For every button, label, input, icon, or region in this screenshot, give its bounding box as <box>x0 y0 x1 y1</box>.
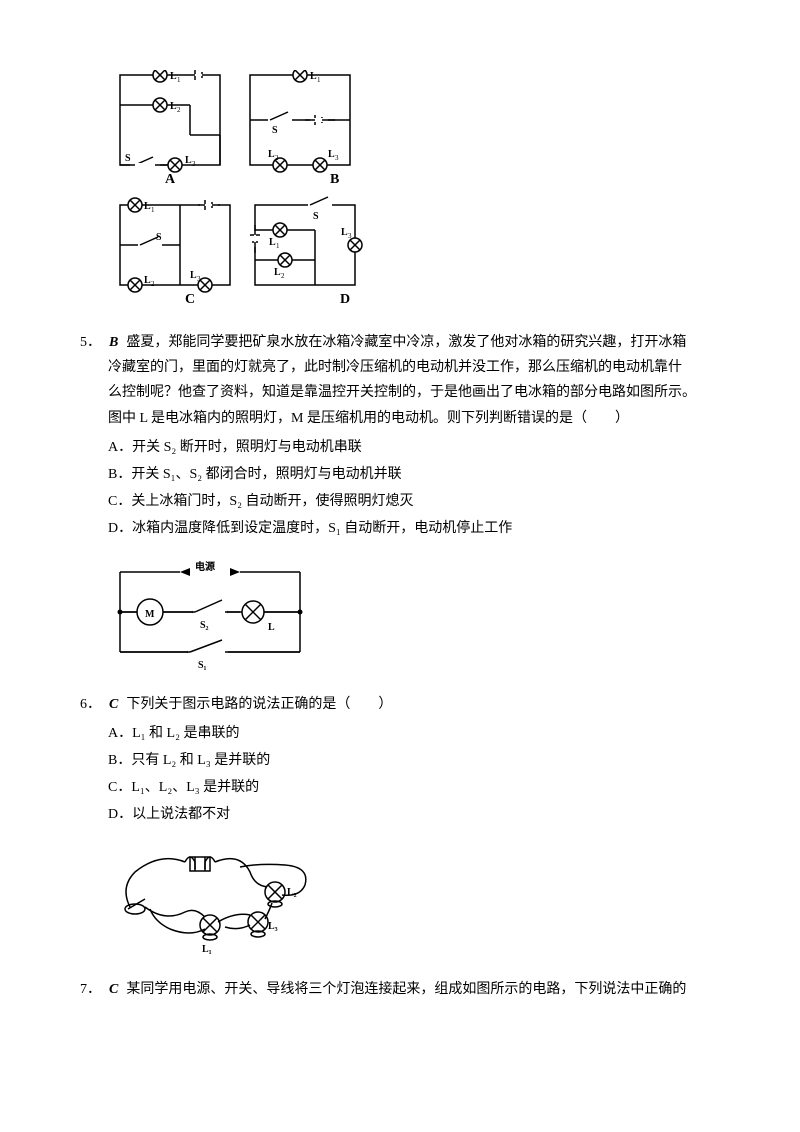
q6-answer: C <box>109 692 118 717</box>
svg-text:3: 3 <box>197 275 201 283</box>
svg-text:L: L <box>310 71 317 82</box>
q6-option-c: C．L₁、L₂、L₃ 是并联的 <box>108 775 720 800</box>
svg-text:L: L <box>185 155 192 166</box>
svg-text:3: 3 <box>335 154 339 162</box>
svg-text:电源: 电源 <box>195 560 215 573</box>
q7-text: 某同学用电源、开关、导线将三个灯泡连接起来，组成如图所示的电路，下列说法中正确的 <box>126 977 720 1002</box>
svg-text:L: L <box>328 149 335 160</box>
svg-text:S: S <box>313 211 319 222</box>
question-6: 6． C 下列关于图示电路的说法正确的是（ ） A．L₁ 和 L₂ 是串联的 B… <box>80 692 720 958</box>
q5-circuit-figure: 电源 M S₂ L S₁ <box>110 552 720 672</box>
svg-text:S: S <box>125 153 131 164</box>
svg-text:B: B <box>330 172 339 187</box>
svg-text:1: 1 <box>276 242 280 250</box>
svg-text:L: L <box>170 71 177 82</box>
q6-option-d: D．以上说法都不对 <box>108 802 720 827</box>
q5-line2: 冷藏室的门，里面的灯就亮了，此时制冷压缩机的电动机并没工作，那么压缩机的电动机靠… <box>108 355 720 380</box>
svg-text:S₂: S₂ <box>200 620 209 631</box>
svg-text:M: M <box>145 609 155 620</box>
circuits-abcd-svg: L1 L2 L3 S A L1 <box>110 70 370 310</box>
question-7: 7． C 某同学用电源、开关、导线将三个灯泡连接起来，组成如图所示的电路，下列说… <box>80 977 720 1002</box>
svg-text:L: L <box>144 275 151 286</box>
q5-line4: 图中 L 是电冰箱内的照明灯，M 是压缩机用的电动机。则下列判断错误的是（ ） <box>108 406 720 431</box>
q6-option-b: B．只有 L₂ 和 L₃ 是并联的 <box>108 748 720 773</box>
q6-circuit-svg: L₁ L₃ L₂ <box>110 837 330 957</box>
svg-text:L: L <box>190 270 197 281</box>
q5-option-d: D．冰箱内温度降低到设定温度时，S₁ 自动断开，电动机停止工作 <box>108 516 720 541</box>
svg-text:S: S <box>156 232 162 243</box>
svg-text:S: S <box>272 125 278 136</box>
svg-text:1: 1 <box>151 206 155 214</box>
svg-text:3: 3 <box>348 232 352 240</box>
q5-line3: 么控制呢？他查了资料，知道是靠温控开关控制的，于是他画出了电冰箱的部分电路如图所… <box>108 380 720 405</box>
svg-text:L: L <box>269 237 276 248</box>
q5-option-b: B．开关 S₁、S₂ 都闭合时，照明灯与电动机并联 <box>108 462 720 487</box>
q5-option-a: A．开关 S₂ 断开时，照明灯与电动机串联 <box>108 435 720 460</box>
top-circuits-figure: L1 L2 L3 S A L1 <box>110 70 720 310</box>
svg-text:L₃: L₃ <box>268 921 278 932</box>
svg-text:L: L <box>274 267 281 278</box>
svg-text:D: D <box>340 292 350 307</box>
q5-option-c: C．关上冰箱门时，S₂ 自动断开，使得照明灯熄灭 <box>108 489 720 514</box>
svg-text:3: 3 <box>192 160 196 168</box>
svg-text:C: C <box>185 292 195 307</box>
svg-text:L: L <box>341 227 348 238</box>
svg-text:L: L <box>268 622 275 633</box>
svg-text:A: A <box>165 172 176 187</box>
q5-circuit-svg: 电源 M S₂ L S₁ <box>110 552 320 672</box>
q6-option-a: A．L₁ 和 L₂ 是串联的 <box>108 721 720 746</box>
svg-text:1: 1 <box>177 76 181 84</box>
svg-text:L: L <box>268 149 275 160</box>
svg-text:1: 1 <box>317 76 321 84</box>
svg-text:L: L <box>144 201 151 212</box>
q7-number: 7． <box>80 977 101 1002</box>
question-5: 5． B 盛夏，郑能同学要把矿泉水放在冰箱冷藏室中冷凉，激发了他对冰箱的研究兴趣… <box>80 330 720 672</box>
svg-text:L: L <box>170 101 177 112</box>
q5-line1: 盛夏，郑能同学要把矿泉水放在冰箱冷藏室中冷凉，激发了他对冰箱的研究兴趣，打开冰箱 <box>126 330 720 355</box>
q5-answer: B <box>109 330 118 355</box>
svg-text:2: 2 <box>275 154 279 162</box>
q5-number: 5． <box>80 330 101 355</box>
q6-number: 6． <box>80 692 101 717</box>
q6-text: 下列关于图示电路的说法正确的是（ ） <box>126 692 720 717</box>
q7-answer: C <box>109 977 118 1002</box>
q6-circuit-figure: L₁ L₃ L₂ <box>110 837 720 957</box>
svg-text:L₁: L₁ <box>202 944 212 955</box>
svg-text:2: 2 <box>281 272 285 280</box>
svg-text:2: 2 <box>151 280 155 288</box>
svg-text:S₁: S₁ <box>198 660 207 671</box>
svg-text:2: 2 <box>177 106 181 114</box>
svg-text:L₂: L₂ <box>287 887 297 898</box>
